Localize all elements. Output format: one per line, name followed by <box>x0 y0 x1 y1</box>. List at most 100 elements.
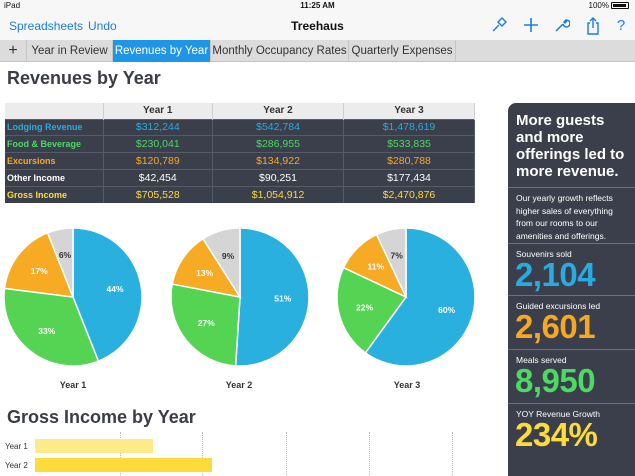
battery-indicator: 100% <box>589 1 629 10</box>
divider <box>508 243 635 244</box>
pie-slice <box>170 283 241 367</box>
share-icon[interactable] <box>584 17 602 35</box>
pie-slice-label: 13% <box>196 268 213 278</box>
highlights-panel: More guests and more offerings led to mo… <box>508 103 635 476</box>
pie-title-year-2: Year 2 <box>225 380 253 390</box>
pie-slice <box>171 237 242 299</box>
table-cell[interactable]: $42,454 <box>103 168 214 187</box>
undo-button[interactable]: Undo <box>88 19 117 33</box>
sheet-tab-bar: + Year in Review Revenues by Year Monthl… <box>0 40 635 62</box>
stat-label-meals: Meals served <box>516 355 567 365</box>
table-cell[interactable]: $280,788 <box>343 152 475 170</box>
table-cell[interactable]: $1,478,619 <box>343 118 475 136</box>
pie-slice-label: 60% <box>438 305 455 315</box>
row-label[interactable]: Other Income <box>5 168 104 187</box>
panel-description: Our yearly growth reflects higher sales … <box>516 193 613 241</box>
pie-slice-label: 33% <box>38 326 55 336</box>
column-header[interactable]: Year 3 <box>343 103 475 119</box>
gross-income-chart-title: Gross Income by Year <box>7 407 196 427</box>
table-cell[interactable]: $2,470,876 <box>343 185 475 203</box>
table-cell[interactable]: $1,054,912 <box>212 185 344 203</box>
divider <box>508 187 635 188</box>
battery-text: 100% <box>588 1 609 10</box>
tab-revenues-by-year[interactable]: Revenues by Year <box>113 40 211 62</box>
table-cell[interactable]: $90,251 <box>212 168 344 187</box>
table-cell[interactable]: $286,955 <box>212 135 344 153</box>
status-bar: iPad 11:25 AM 100% <box>0 0 635 12</box>
pie-slice <box>364 228 476 367</box>
pie-slice-label: 51% <box>274 293 291 303</box>
tab-quarterly-expenses[interactable]: Quarterly Expenses <box>349 40 456 62</box>
pie-slice-label: 7% <box>391 250 404 260</box>
stat-value-meals: 8,950 <box>515 362 596 399</box>
spreadsheets-back-button[interactable]: Spreadsheets <box>9 19 84 33</box>
pie-slice <box>72 228 143 363</box>
table-cell[interactable]: $134,922 <box>212 152 344 170</box>
gridline <box>202 432 203 476</box>
sheet-title: Revenues by Year <box>7 68 161 88</box>
divider <box>508 295 635 296</box>
table-row[interactable]: Other Income $42,454 $90,251 $177,434 <box>5 168 475 187</box>
clock: 11:25 AM <box>300 1 335 10</box>
gridline <box>452 432 453 476</box>
revenue-table[interactable]: Year 1 Year 2 Year 3 Lodging Revenue $312… <box>5 103 475 203</box>
pie-slice-label: 44% <box>107 284 124 294</box>
table-cell[interactable]: $312,244 <box>103 118 214 136</box>
gridline <box>369 432 370 476</box>
pie-slice-label: 22% <box>356 303 373 313</box>
stat-value-souvenirs: 2,104 <box>515 256 596 293</box>
pie-title-year-1: Year 1 <box>59 380 87 390</box>
pie-slice-label: 27% <box>198 318 215 328</box>
nav-bar: Spreadsheets Undo Treehaus ? <box>0 12 635 40</box>
table-row[interactable]: Lodging Revenue $312,244 $542,784 $1,478,61… <box>5 118 475 136</box>
panel-headline: More guests and more offerings led to mo… <box>516 112 625 180</box>
add-sheet-button[interactable]: + <box>0 40 27 62</box>
column-header[interactable]: Year 2 <box>212 103 344 119</box>
pie-slice-label: 6% <box>59 250 72 260</box>
battery-icon <box>611 2 629 9</box>
gridline <box>120 432 121 476</box>
table-cell[interactable]: $230,041 <box>103 135 214 153</box>
revenue-pie-charts: 44% 33% 17% 6% 51% 27% 13% 9% 60% 22% 11% 7% <box>3 228 476 367</box>
table-row[interactable]: Gross Income $705,528 $1,054,912 $2,470,876 <box>5 185 475 203</box>
column-header[interactable]: Year 1 <box>103 103 214 119</box>
bar-year-2 <box>35 458 212 472</box>
tab-year-in-review[interactable]: Year in Review <box>27 40 113 62</box>
divider <box>508 403 635 404</box>
table-cell[interactable]: $120,789 <box>103 152 214 170</box>
stat-label-souvenirs: Souvenirs sold <box>516 249 572 259</box>
gridline <box>286 432 287 476</box>
table-cell[interactable]: $177,434 <box>343 168 475 187</box>
pie-slice <box>3 287 100 367</box>
pie-slice <box>201 228 241 300</box>
bar-label-year-1: Year 1 <box>5 442 28 451</box>
divider <box>508 349 635 350</box>
wrench-icon[interactable] <box>553 17 571 35</box>
table-row[interactable]: Excursions $120,789 $134,922 $280,788 <box>5 152 475 170</box>
help-icon[interactable]: ? <box>616 17 626 34</box>
table-cell[interactable]: $533,835 <box>343 135 475 153</box>
pie-slice-label: 17% <box>31 266 48 276</box>
table-header-row: Year 1 Year 2 Year 3 <box>5 103 475 119</box>
pie-title-year-3: Year 3 <box>393 380 421 390</box>
row-label[interactable]: Lodging Revenue <box>5 118 104 136</box>
pie-slice <box>234 228 310 367</box>
bar-year-1 <box>35 439 154 453</box>
row-label[interactable]: Food & Beverage <box>5 135 104 153</box>
table-row[interactable]: Food & Beverage $230,041 $286,955 $533,835 <box>5 135 475 153</box>
row-label[interactable]: Excursions <box>5 152 104 170</box>
row-label[interactable]: Gross Income <box>5 185 104 203</box>
pie-slice <box>3 231 75 298</box>
plus-icon[interactable] <box>522 17 540 35</box>
tab-monthly-occupancy-rates[interactable]: Monthly Occupancy Rates <box>211 40 349 62</box>
format-brush-icon[interactable] <box>490 17 508 35</box>
stat-label-yoy-growth: YOY Revenue Growth <box>516 409 600 419</box>
stat-value-excursions: 2,601 <box>515 308 596 345</box>
pie-slice <box>375 228 407 298</box>
header-corner <box>5 103 104 119</box>
stat-value-yoy-growth: 234% <box>515 416 598 453</box>
device-name: iPad <box>4 1 21 10</box>
table-cell[interactable]: $705,528 <box>103 185 214 203</box>
bar-label-year-2: Year 2 <box>5 461 28 470</box>
table-cell[interactable]: $542,784 <box>212 118 344 136</box>
